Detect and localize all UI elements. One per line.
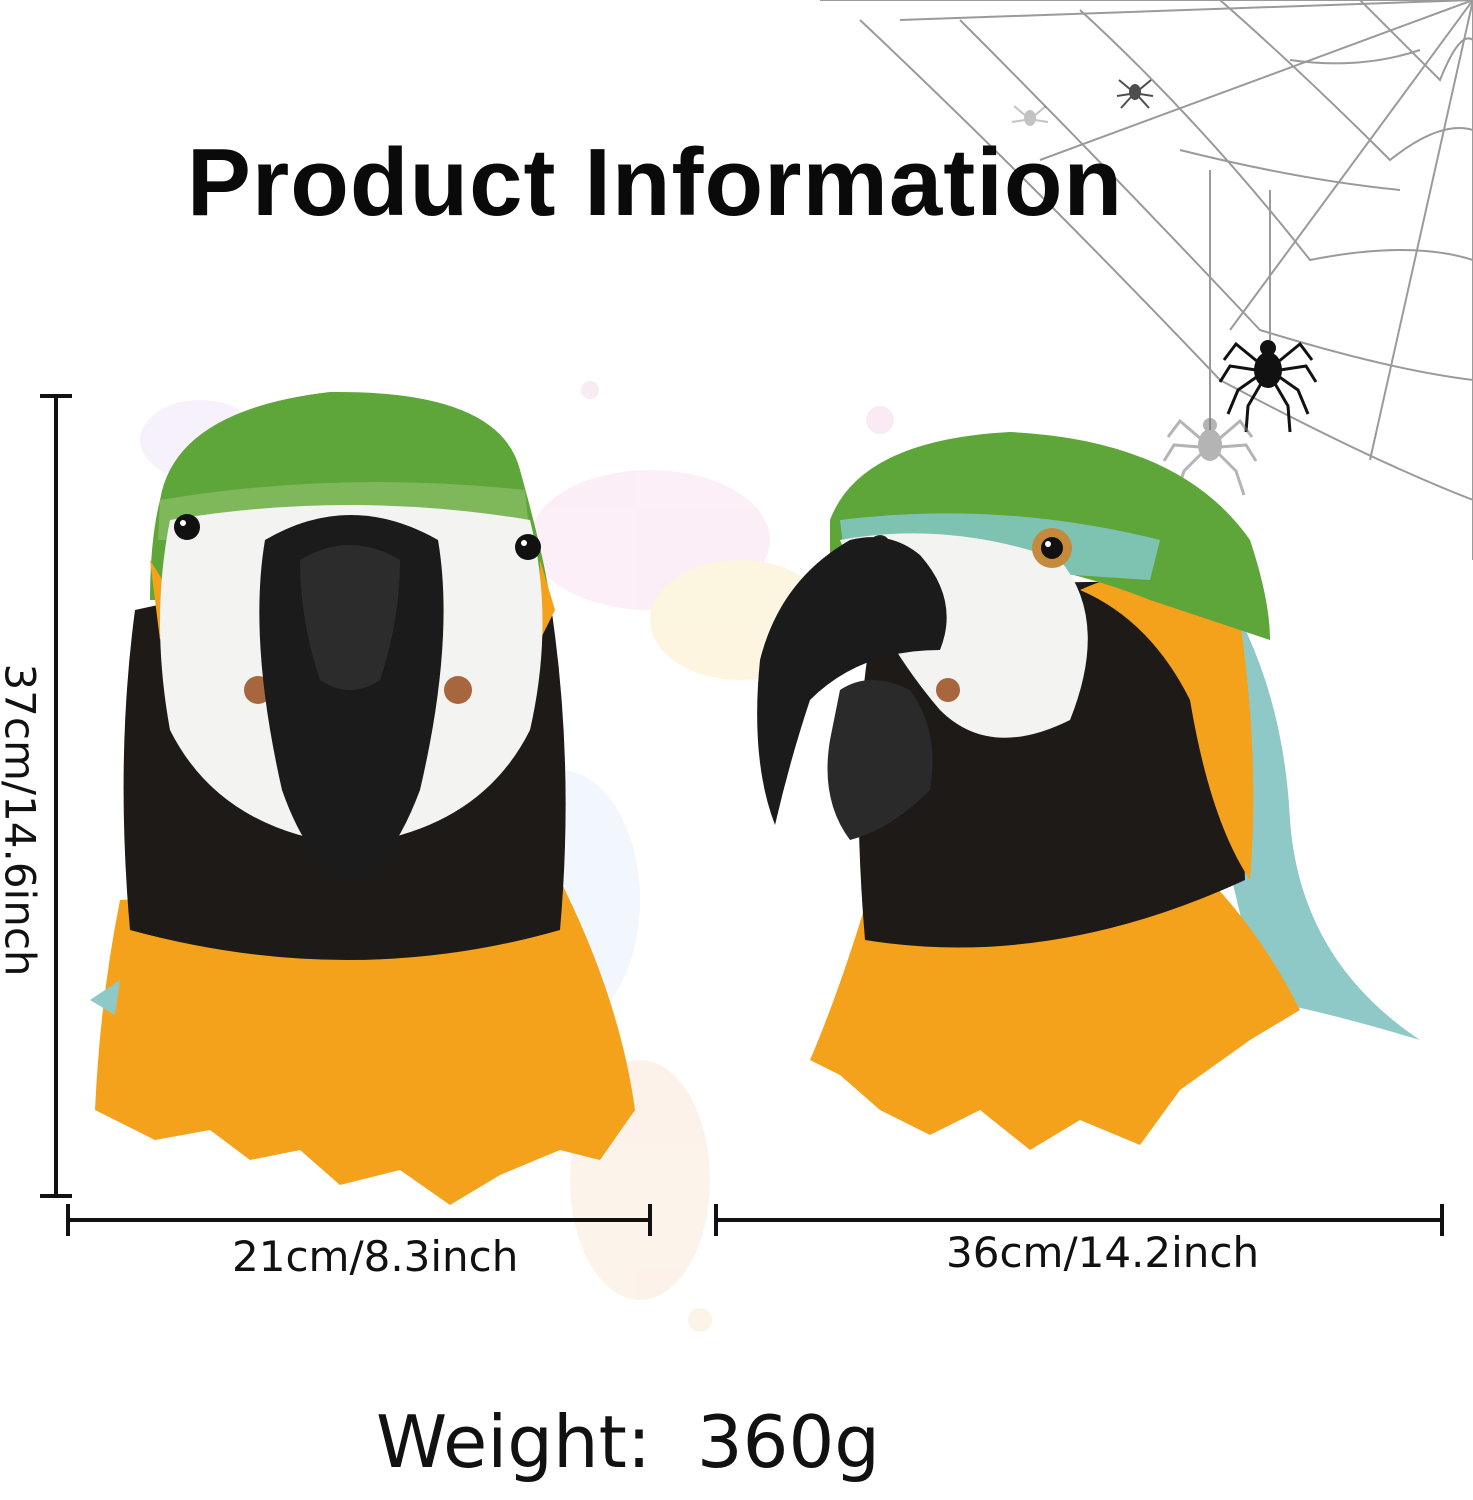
spider-icon (1011, 79, 1318, 496)
front-width-label: 21cm/8.3inch (232, 1232, 519, 1281)
page-title: Product Information (186, 129, 1124, 236)
side-width-dimension-line (714, 1204, 1444, 1236)
spider-web-icon (820, 0, 1473, 560)
height-label: 37cm/14.6inch (0, 663, 45, 977)
side-width-label: 36cm/14.2inch (946, 1228, 1260, 1277)
height-dimension-line (40, 394, 72, 1198)
weight-label: Weight: 360g (376, 1400, 880, 1484)
front-width-dimension-line (66, 1204, 652, 1236)
